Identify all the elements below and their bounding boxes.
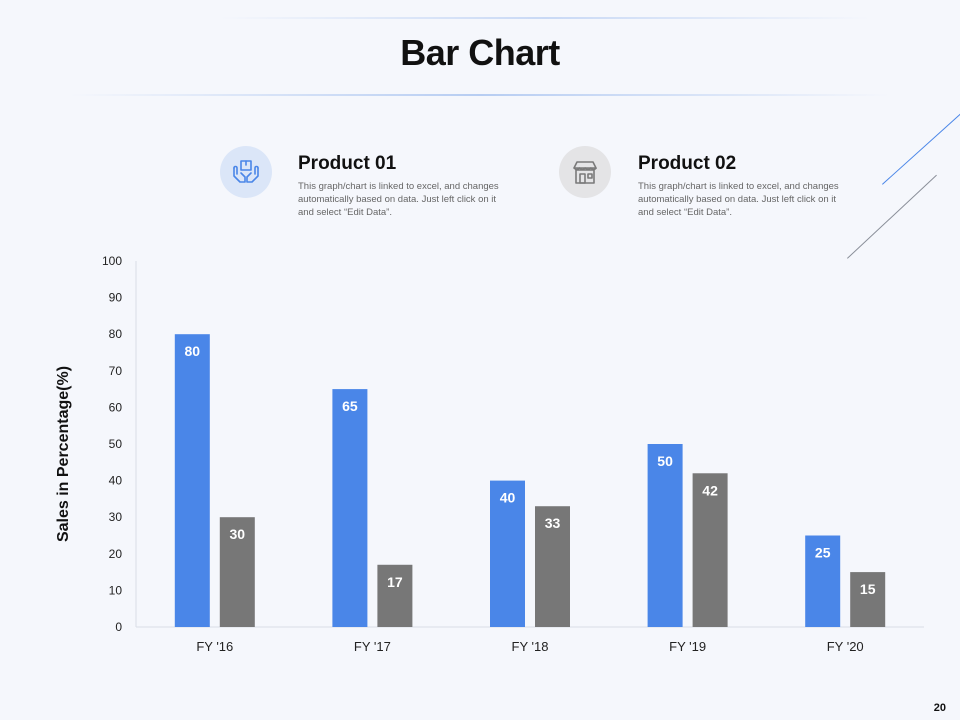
- page-number: 20: [933, 702, 946, 714]
- legend-title: Product 01: [298, 153, 397, 174]
- y-tick-label: 0: [115, 620, 122, 634]
- data-label: 65: [342, 398, 358, 414]
- legend-description: This graph/chart is linked to excel, and…: [298, 181, 499, 218]
- bar-product-01: [805, 535, 841, 627]
- y-tick-label: 80: [109, 327, 123, 341]
- y-tick-label: 100: [102, 254, 122, 268]
- x-tick-label: FY '19: [669, 639, 706, 654]
- storefront-icon: [559, 146, 611, 198]
- data-label: 33: [545, 515, 561, 531]
- title-divider-bottom: [70, 94, 890, 96]
- bar-product-02: [692, 473, 728, 627]
- y-tick-label: 30: [109, 510, 123, 524]
- x-tick-label: FY '18: [512, 639, 549, 654]
- legend-description: This graph/chart is linked to excel, and…: [638, 181, 839, 218]
- y-tick-label: 90: [109, 291, 123, 305]
- x-tick-label: FY '20: [827, 639, 864, 654]
- legend-title: Product 02: [638, 153, 737, 174]
- y-tick-label: 50: [109, 437, 123, 451]
- bar-product-02: [219, 517, 255, 627]
- data-label: 50: [657, 453, 673, 469]
- data-label: 30: [230, 526, 246, 542]
- bar-product-01: [332, 389, 368, 627]
- bar-product-01: [647, 444, 683, 627]
- hands-box-icon: [220, 146, 272, 198]
- x-tick-label: FY '16: [196, 639, 233, 654]
- y-tick-label: 10: [109, 583, 123, 597]
- y-tick-label: 20: [109, 547, 123, 561]
- data-label: 15: [860, 581, 876, 597]
- y-axis-title: Sales in Percentage(%): [55, 366, 72, 542]
- data-label: 42: [702, 482, 718, 498]
- x-tick-label: FY '17: [354, 639, 391, 654]
- bar-product-02: [850, 572, 886, 627]
- bar-product-01: [490, 480, 525, 627]
- bar-product-02: [535, 506, 570, 627]
- bar-product-01: [174, 334, 210, 627]
- data-label: 80: [185, 343, 201, 359]
- data-label: 25: [815, 545, 831, 561]
- data-label: 40: [500, 490, 516, 506]
- bar-product-02: [377, 564, 413, 627]
- y-tick-label: 40: [109, 474, 123, 488]
- y-tick-label: 60: [109, 400, 123, 414]
- page-title: Bar Chart: [400, 32, 560, 73]
- data-label: 17: [387, 574, 403, 590]
- y-tick-label: 70: [109, 364, 123, 378]
- title-divider-top: [220, 17, 870, 19]
- title-band: Bar Chart: [0, 0, 960, 96]
